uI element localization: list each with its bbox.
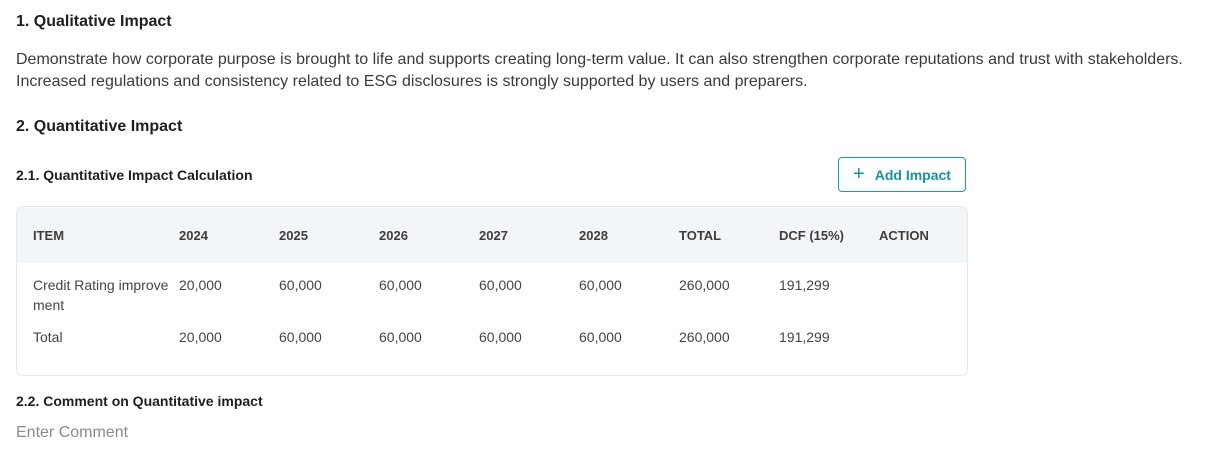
quantitative-calc-heading: 2.1. Quantitative Impact Calculation xyxy=(16,167,253,183)
cell-2025: 60,000 xyxy=(279,277,322,293)
qualitative-impact-text: Demonstrate how corporate purpose is bro… xyxy=(16,51,1183,90)
column-header-total: TOTAL xyxy=(679,227,722,243)
cell-total: 260,000 xyxy=(679,277,730,293)
column-header-action: ACTION xyxy=(879,227,929,243)
cell-action xyxy=(879,325,967,365)
cell-item: Total xyxy=(33,329,63,345)
column-header-2027: 2027 xyxy=(479,227,508,243)
table-row: Credit Rating improvement 20,000 60,000 … xyxy=(17,263,967,325)
cell-action xyxy=(879,263,967,325)
add-impact-label: Add Impact xyxy=(874,166,951,183)
comment-heading: 2.2. Comment on Quantitative impact xyxy=(16,393,263,409)
cell-2028: 60,000 xyxy=(579,277,622,293)
cell-2024: 20,000 xyxy=(179,277,222,293)
cell-dcf: 191,299 xyxy=(779,277,830,293)
impact-table: ITEM 2024 2025 2026 2027 2028 TOTAL DCF … xyxy=(17,207,967,365)
impact-table-container: ITEM 2024 2025 2026 2027 2028 TOTAL DCF … xyxy=(16,206,968,376)
quantitative-impact-heading: 2. Quantitative Impact xyxy=(16,118,183,135)
cell-2025: 60,000 xyxy=(279,329,322,345)
column-header-dcf: DCF (15%) xyxy=(779,227,845,243)
column-header-2024: 2024 xyxy=(179,227,208,243)
cell-2026: 60,000 xyxy=(379,329,422,345)
cell-2024: 20,000 xyxy=(179,329,222,345)
column-header-item: ITEM xyxy=(33,227,65,243)
column-header-2028: 2028 xyxy=(579,227,608,243)
qualitative-impact-heading: 1. Qualitative Impact xyxy=(16,13,172,30)
cell-total: 260,000 xyxy=(679,329,730,345)
cell-item: Credit Rating improvement xyxy=(33,277,169,313)
table-header-row: ITEM 2024 2025 2026 2027 2028 TOTAL DCF … xyxy=(17,207,967,263)
table-row-total: Total 20,000 60,000 60,000 60,000 60,000… xyxy=(17,325,967,365)
cell-2027: 60,000 xyxy=(479,329,522,345)
comment-input[interactable] xyxy=(16,424,616,442)
cell-dcf: 191,299 xyxy=(779,329,830,345)
column-header-2025: 2025 xyxy=(279,227,308,243)
add-impact-button[interactable]: + Add Impact xyxy=(838,157,966,192)
column-header-2026: 2026 xyxy=(379,227,408,243)
cell-2026: 60,000 xyxy=(379,277,422,293)
cell-2028: 60,000 xyxy=(579,329,622,345)
cell-2027: 60,000 xyxy=(479,277,522,293)
plus-icon: + xyxy=(853,162,865,185)
